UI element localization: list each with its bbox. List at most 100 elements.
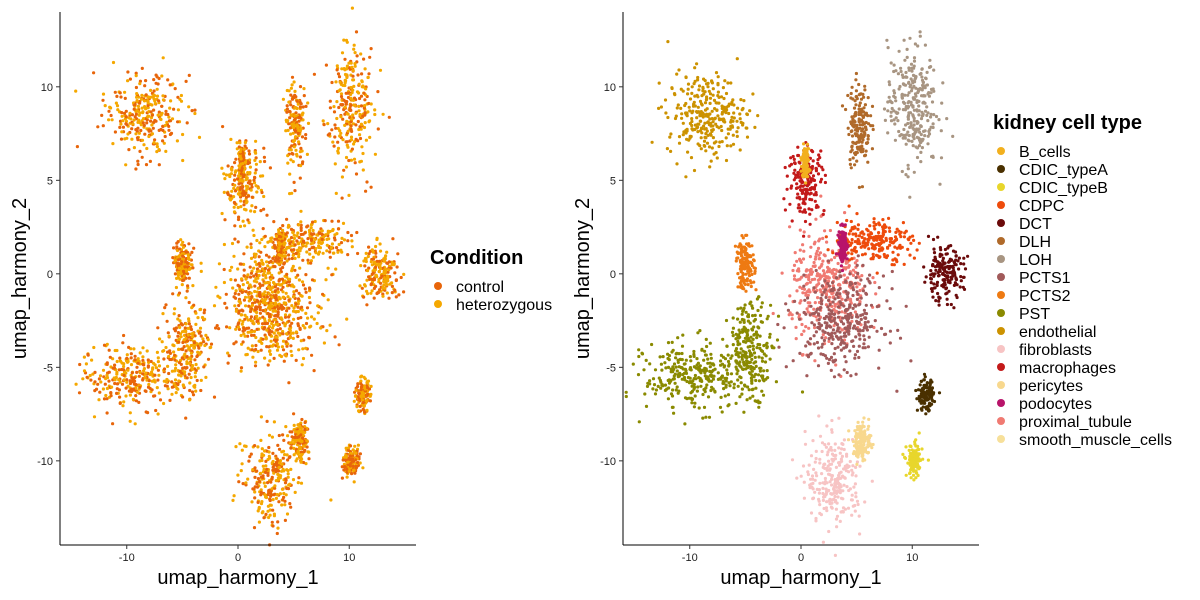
data-point <box>155 87 159 91</box>
x-tick-label: 0 <box>235 552 241 564</box>
data-point <box>330 242 334 246</box>
data-point <box>345 475 349 479</box>
data-point <box>109 113 113 118</box>
data-point <box>152 141 156 145</box>
data-point <box>247 295 251 299</box>
data-point <box>212 395 217 399</box>
data-point <box>293 268 297 272</box>
data-point <box>780 271 784 275</box>
data-point <box>181 347 185 352</box>
data-point <box>287 315 291 319</box>
data-point <box>721 86 726 90</box>
data-point <box>285 104 289 108</box>
data-point <box>173 369 177 373</box>
data-point <box>138 149 142 153</box>
data-point <box>229 278 233 282</box>
data-point <box>300 135 305 139</box>
data-point <box>247 149 251 153</box>
data-point <box>912 56 917 60</box>
data-point <box>690 119 694 124</box>
data-point <box>369 185 373 189</box>
data-point <box>798 248 802 252</box>
data-point <box>120 114 124 118</box>
data-point <box>844 107 848 112</box>
data-point <box>285 332 289 336</box>
data-point <box>124 163 128 167</box>
data-point <box>355 54 359 58</box>
data-point <box>911 144 915 148</box>
data-point <box>281 228 285 232</box>
data-point <box>265 419 269 423</box>
data-point <box>817 282 821 286</box>
data-point <box>349 135 354 139</box>
data-point <box>265 260 269 264</box>
data-point <box>248 455 252 459</box>
data-point <box>155 350 159 354</box>
data-point <box>363 256 367 261</box>
data-point <box>250 204 254 208</box>
data-point <box>239 172 243 176</box>
data-point <box>358 160 362 164</box>
data-point <box>350 117 354 121</box>
data-point <box>252 298 257 302</box>
data-point <box>345 143 349 147</box>
data-point <box>881 274 886 278</box>
data-point <box>261 510 265 514</box>
data-point <box>121 119 125 123</box>
data-point <box>156 412 160 416</box>
data-point <box>308 301 312 305</box>
cluster-LOH <box>298 6 391 200</box>
data-point <box>167 124 171 128</box>
data-point <box>919 117 924 121</box>
data-point <box>836 295 840 299</box>
data-point <box>709 159 713 163</box>
data-point <box>176 262 180 266</box>
data-point <box>350 245 354 249</box>
data-point <box>883 332 888 336</box>
data-point <box>136 162 140 167</box>
data-point <box>804 293 808 297</box>
data-point <box>855 297 860 301</box>
data-point <box>264 459 268 463</box>
data-point <box>264 276 268 280</box>
data-point <box>176 95 180 99</box>
data-point <box>727 102 731 106</box>
data-point <box>135 370 139 374</box>
data-point <box>286 225 290 229</box>
data-point <box>111 357 115 361</box>
data-point <box>90 358 94 362</box>
data-point <box>245 176 249 180</box>
data-point <box>189 327 194 332</box>
data-point <box>925 83 930 87</box>
data-point <box>328 250 332 254</box>
data-point <box>131 380 135 384</box>
data-point <box>267 515 271 520</box>
data-point <box>152 378 156 382</box>
data-point <box>906 138 910 142</box>
data-point <box>126 368 130 372</box>
data-point <box>816 246 821 250</box>
data-point <box>147 382 151 387</box>
data-point <box>180 323 184 327</box>
data-point <box>726 127 730 131</box>
data-point <box>241 179 245 183</box>
data-point <box>82 355 86 359</box>
data-point <box>712 98 717 102</box>
data-point <box>260 237 264 242</box>
data-point <box>157 391 161 395</box>
data-point <box>841 339 845 344</box>
data-point <box>904 173 908 177</box>
data-point <box>855 129 860 133</box>
data-point <box>300 305 304 309</box>
data-point <box>282 295 286 299</box>
data-point <box>738 117 742 121</box>
data-point <box>245 315 249 319</box>
data-point <box>708 165 712 169</box>
data-point <box>929 115 933 119</box>
data-point <box>247 459 251 463</box>
data-point <box>193 108 197 112</box>
data-point <box>833 255 837 260</box>
data-point <box>77 391 82 395</box>
data-point <box>861 147 865 151</box>
data-point <box>289 505 293 509</box>
